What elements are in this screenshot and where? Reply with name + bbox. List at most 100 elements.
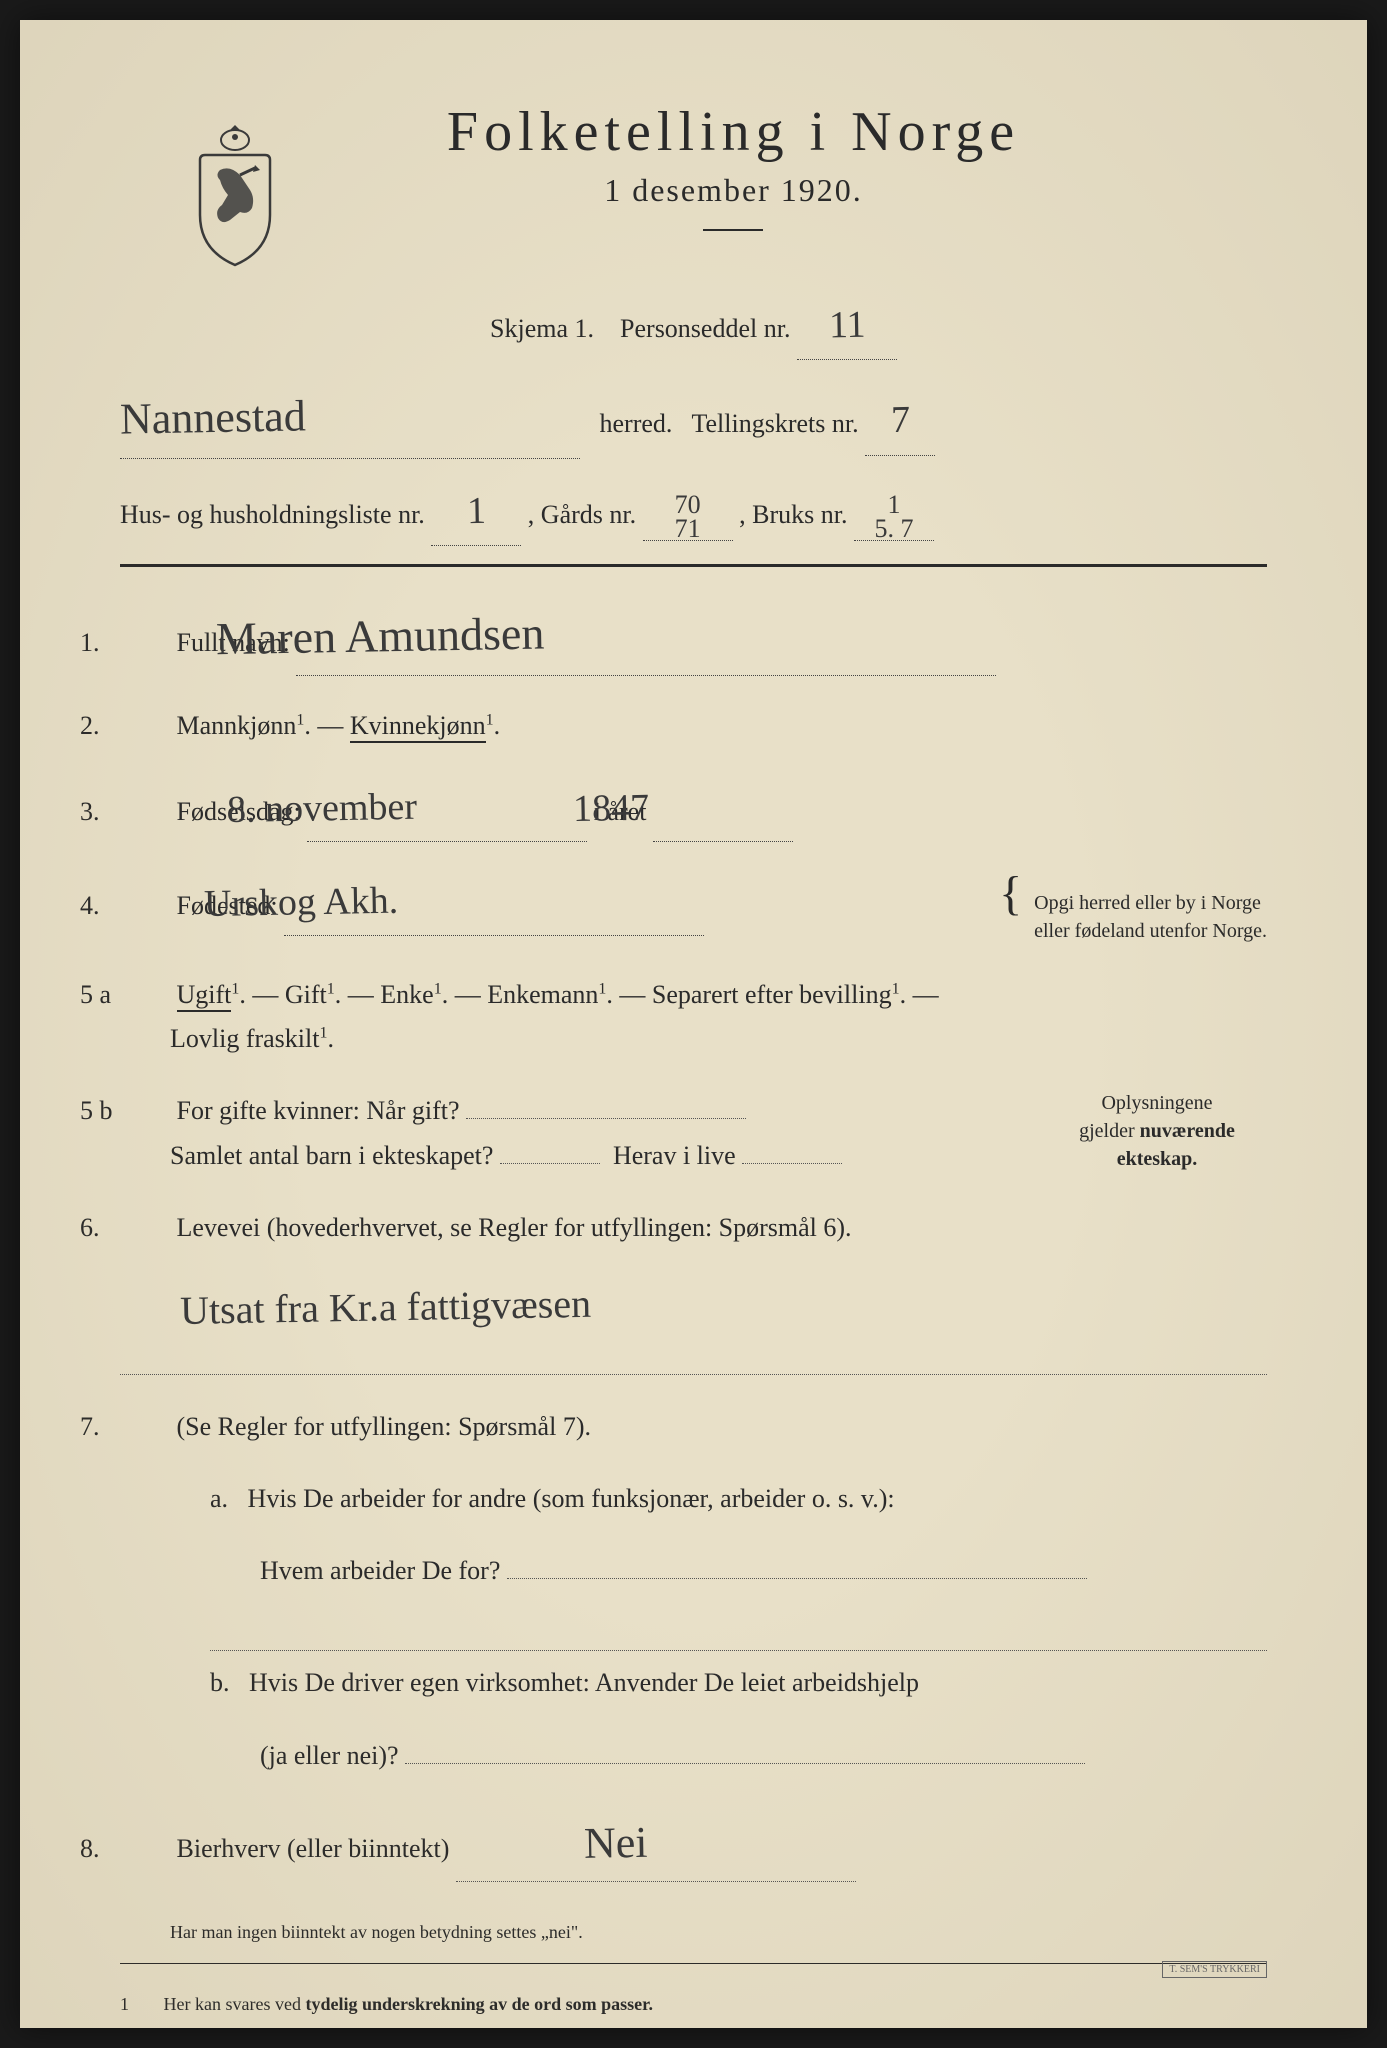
q3: 3. Fødselsdag: 8. november i året 1847 (120, 776, 1267, 842)
q1-value: Maren Amundsen (256, 594, 546, 677)
q5b-f3 (742, 1163, 842, 1164)
q5a-s5: 1 (892, 980, 900, 997)
gards-bottom: 71 (675, 517, 701, 540)
form-header: Folketelling i Norge 1 desember 1920. (120, 100, 1267, 251)
q5a-enkemann: Enkemann (487, 980, 598, 1009)
q4-main: 4. Fødested: Urskog Akh. (120, 870, 999, 936)
hus-value: 1 (466, 476, 486, 545)
crest-svg (180, 120, 290, 270)
q5b-main: 5 b For gifte kvinner: Når gift? Samlet … (120, 1089, 1047, 1177)
q5b-n3: ekteskap. (1047, 1145, 1267, 1173)
footnote-bold: tydelig underskrekning av de ord som pas… (305, 1994, 653, 2014)
q5a-fraskilt: Lovlig fraskilt (160, 1024, 319, 1053)
q5a-separert: Separert efter bevilling (652, 980, 892, 1009)
hus-field: 1 (431, 477, 521, 546)
q7a-text: Hvis De arbeider for andre (som funksjon… (248, 1484, 895, 1513)
q7b-text: Hvis De driver egen virksomhet: Anvender… (249, 1668, 919, 1697)
bruks-field: 1 5. 7 (854, 492, 934, 541)
brace-icon: { (999, 870, 1022, 918)
q5b-n1: Oplysningene (1047, 1089, 1267, 1117)
herred-label: herred. (600, 409, 673, 438)
q5b: 5 b For gifte kvinner: Når gift? Samlet … (120, 1089, 1267, 1177)
personseddel-field: 11 (797, 291, 897, 360)
bruks-bottom: 5. 7 (874, 517, 913, 540)
q4-note: Opgi herred eller by i Norge eller fødel… (1034, 889, 1267, 945)
q5a-s1: 1 (231, 980, 239, 997)
q8: 8. Bierhverv (eller biinntekt) Nei (120, 1806, 1267, 1882)
footer-rule (120, 1963, 1267, 1964)
q2-kvinne: Kvinnekjønn (350, 711, 486, 743)
q4: 4. Fødested: Urskog Akh. { Opgi herred e… (120, 870, 1267, 945)
q7b: b. Hvis De driver egen virksomhet: Anven… (120, 1661, 1267, 1705)
q5b-note: Oplysningene gjelder nuværende ekteskap. (1047, 1089, 1267, 1173)
q2-mann: Mannkjønn (177, 711, 297, 740)
q4-field: Urskog Akh. (284, 870, 704, 936)
q2-sup1: 1 (296, 712, 304, 729)
q8-field: Nei (456, 1806, 856, 1882)
header-rule (120, 564, 1267, 567)
q7-label: (Se Regler for utfyllingen: Spørsmål 7). (177, 1412, 591, 1441)
q5a-s6: 1 (319, 1024, 327, 1041)
skjema-label: Skjema 1. (490, 314, 594, 343)
coat-of-arms-icon (180, 120, 290, 270)
q8-label: Bierhverv (eller biinntekt) (177, 1834, 450, 1863)
q1: 1. Fullt navn: Maren Amundsen (120, 597, 1267, 676)
q8-num: 8. (120, 1827, 170, 1871)
q5a-s3: 1 (434, 980, 442, 997)
q6: 6. Levevei (hovederhvervet, se Regler fo… (120, 1206, 1267, 1250)
q5b-num: 5 b (120, 1089, 170, 1133)
q5b-f1 (466, 1118, 746, 1119)
skjema-line: Skjema 1. Personseddel nr. 11 (120, 291, 1267, 360)
title-divider (703, 229, 763, 231)
q5b-n2: gjelder nuværende (1047, 1117, 1267, 1145)
q3-day-field: 8. november (307, 776, 587, 842)
q7a-num: a. (210, 1484, 228, 1513)
bruks-value-stack: 1 5. 7 (874, 493, 913, 540)
q7b-num: b. (210, 1668, 230, 1697)
q6-line2 (120, 1345, 1267, 1375)
personseddel-value: 11 (828, 291, 866, 360)
q5a-ugift: Ugift (177, 980, 232, 1012)
q7a-field (507, 1578, 1087, 1579)
gards-label: , Gårds nr. (528, 500, 636, 529)
footnote-num: 1 (120, 1994, 159, 2014)
tellingskrets-value: 7 (890, 386, 910, 455)
gards-field: 70 71 (643, 492, 733, 541)
q7a-line2 (210, 1621, 1267, 1651)
q3-num: 3. (120, 790, 170, 834)
q4-num: 4. (120, 884, 170, 928)
q7a-qtext: Hvem arbeider De for? (260, 1556, 500, 1585)
subtitle: 1 desember 1920. (447, 172, 1020, 209)
q5b-l1: For gifte kvinner: Når gift? (177, 1096, 460, 1125)
q5b-l3: Herav i live (613, 1141, 736, 1170)
q4-value: Urskog Akh. (244, 869, 399, 936)
footer-note2: 1 Her kan svares ved tydelig underskrekn… (120, 1994, 1267, 2015)
herred-line: Nannestad herred. Tellingskrets nr. 7 (120, 378, 1267, 458)
q7: 7. (Se Regler for utfyllingen: Spørsmål … (120, 1405, 1267, 1449)
q3-year-field: 1847 (653, 776, 793, 842)
q5a-gift: Gift (285, 980, 327, 1009)
q3-day-value: 8. november (267, 775, 420, 842)
q5a-s2: 1 (327, 980, 335, 997)
printer-mark: T. SEM'S TRYKKERI (1162, 1961, 1267, 1978)
q5a: 5 a Ugift1. — Gift1. — Enke1. — Enkemann… (120, 973, 1267, 1061)
personseddel-label: Personseddel nr. (620, 314, 790, 343)
q4-note1: Opgi herred eller by i Norge (1034, 889, 1267, 917)
herred-value: Nannestad (119, 377, 306, 459)
q5a-s4: 1 (598, 980, 606, 997)
q6-value: Utsat fra Kr.a fattigvæsen (120, 1268, 1268, 1335)
q5a-enke: Enke (380, 980, 433, 1009)
herred-field: Nannestad (120, 378, 580, 458)
q1-num: 1. (120, 621, 170, 665)
q7-num: 7. (120, 1405, 170, 1449)
q4-note2: eller fødeland utenfor Norge. (1034, 917, 1267, 945)
census-form-page: Folketelling i Norge 1 desember 1920. Sk… (20, 20, 1367, 2028)
bruks-label: , Bruks nr. (739, 500, 847, 529)
q1-field: Maren Amundsen (296, 597, 996, 676)
q6-label: Levevei (hovederhvervet, se Regler for u… (177, 1213, 852, 1242)
q7b-q: (ja eller nei)? (120, 1734, 1267, 1778)
hus-line: Hus- og husholdningsliste nr. 1 , Gårds … (120, 477, 1267, 546)
q2-num: 2. (120, 704, 170, 748)
title-block: Folketelling i Norge 1 desember 1920. (367, 100, 1020, 251)
q7b-field (405, 1763, 1085, 1764)
